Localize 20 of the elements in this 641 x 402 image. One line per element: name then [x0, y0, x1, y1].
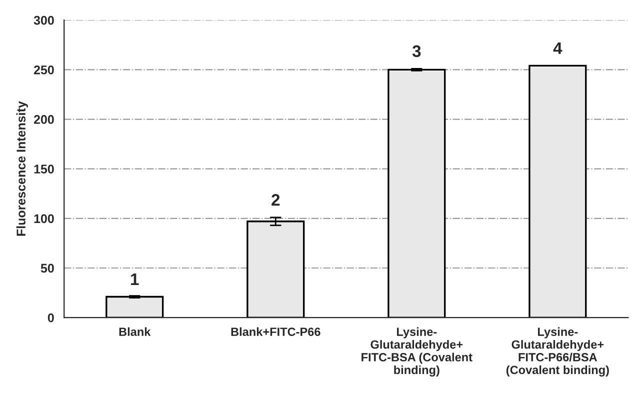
y-tick-label: 0	[48, 313, 54, 322]
y-tick-label: 150	[34, 164, 54, 174]
x-tick-label: Blank	[119, 327, 151, 336]
x-tick-label: Blank+FITC-P66	[231, 327, 320, 336]
y-tick-label: 100	[34, 214, 54, 224]
y-tick-label: 50	[40, 264, 54, 273]
y-axis-title: Fluorescence Intensity	[16, 101, 28, 236]
x-tick-label: Lysine- Glutaraldehyde+ FITC-P66/BSA (Covalent binding)	[506, 327, 609, 377]
annotation: 1	[131, 274, 139, 285]
bar	[528, 64, 587, 318]
y-tick-label: 250	[34, 65, 54, 74]
bar	[106, 296, 164, 318]
bar	[246, 220, 305, 318]
y-tick-label: 300	[34, 16, 54, 25]
y-tick-label: 200	[34, 115, 54, 124]
bar	[388, 68, 446, 318]
annotation: 4	[553, 42, 562, 54]
annotation: 2	[272, 194, 280, 206]
annotation: 3	[412, 45, 421, 58]
x-tick-label: Lysine- Glutaraldehyde+ FITC-BSA (Covalent binding)	[362, 327, 472, 377]
